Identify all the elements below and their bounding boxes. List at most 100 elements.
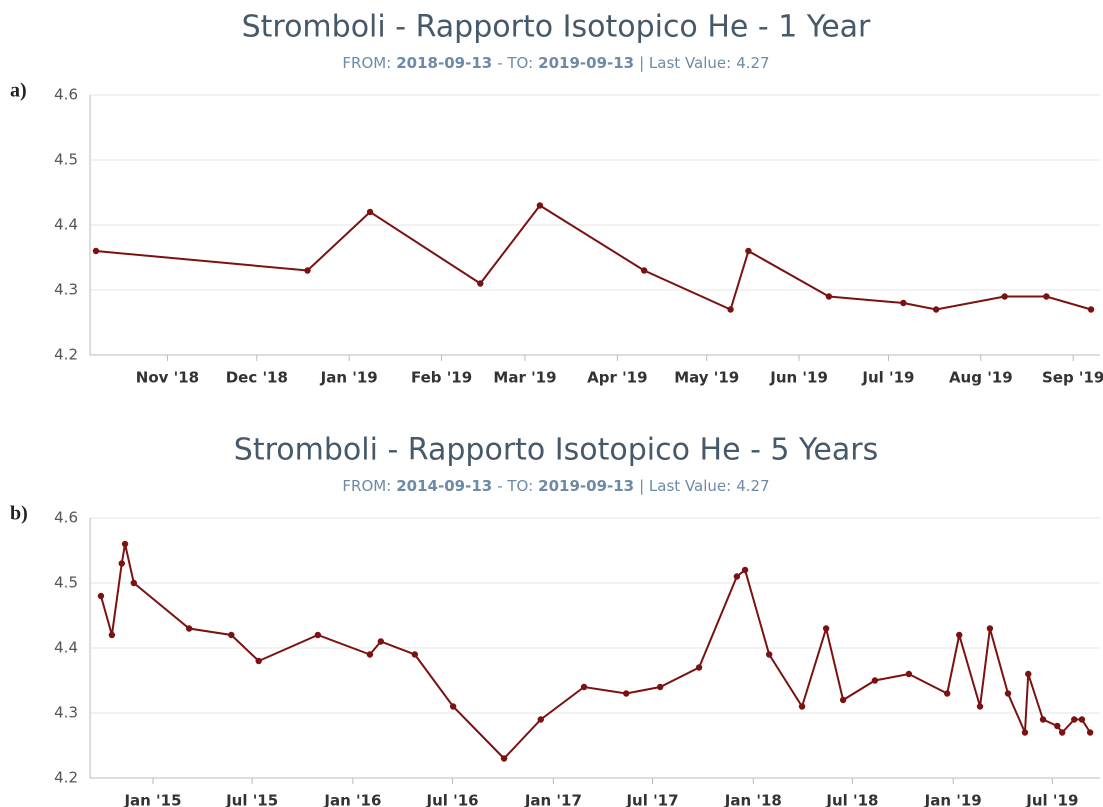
data-point [121,540,129,548]
subtitle-last-value: 4.27 [736,477,769,495]
x-tick-label: Apr '19 [587,369,647,387]
y-tick-label: 4.5 [54,151,78,169]
data-point [1087,306,1095,313]
x-tick-label: Jan '15 [123,792,181,807]
data-point [822,625,830,632]
x-tick-label: Jan '18 [724,792,782,807]
subtitle-last-label: | Last Value: [639,54,731,72]
x-tick-label: Jun '19 [769,369,828,387]
y-tick-label: 4.6 [54,86,78,104]
y-tick-label: 4.4 [54,216,78,234]
panel-label: a) [10,80,27,102]
data-point [304,267,311,274]
data-point [640,267,648,274]
x-tick-label: Jul '17 [625,792,678,807]
chart-subtitle: FROM: 2018-09-13 - TO: 2019-09-13 | Last Val… [342,54,769,72]
data-point [1025,670,1032,678]
data-point [1059,729,1066,736]
data-point [1001,293,1008,300]
subtitle-from: 2014-09-13 [396,477,492,495]
data-line [99,543,1091,760]
x-tick-label: Sep '19 [1042,369,1103,387]
data-point [905,670,913,678]
data-point [976,703,984,710]
data-point [228,631,235,639]
x-tick-label: Nov '18 [136,369,199,387]
x-tick-label: Aug '19 [949,369,1013,387]
data-point [733,573,741,580]
x-tick-label: Jul '16 [426,792,479,807]
data-point [108,631,116,639]
data-point [185,625,193,632]
data-point [798,703,806,710]
chart-title: Stromboli - Rapporto Isotopico He - 1 Ye… [242,10,871,45]
data-point [986,625,994,632]
data-point [366,651,374,658]
x-tick-label: Feb '19 [411,369,472,387]
data-point [695,664,703,671]
x-tick-label: Jul '19 [1025,792,1078,807]
subtitle-last-label: | Last Value: [639,477,731,495]
subtitle-from-label: FROM: [342,477,391,495]
data-point [1054,722,1061,730]
subtitle-from: 2018-09-13 [396,54,492,72]
data-point [377,638,385,645]
chart-title: Stromboli - Rapporto Isotopico He - 5 Ye… [234,433,878,468]
data-point [727,306,734,313]
data-point [839,696,847,704]
data-point [500,755,508,762]
x-tick-label: Jan '19 [320,369,378,387]
y-tick-label: 4.5 [54,574,78,592]
data-line [95,204,1092,311]
data-point [900,299,907,307]
data-point [411,651,418,658]
data-point [449,703,457,710]
data-point [255,657,262,665]
x-tick-label: Jul '18 [825,792,878,807]
data-point [537,716,544,723]
data-point [1078,716,1086,723]
panel-label: b) [10,503,28,525]
x-tick-label: Jul '15 [225,792,278,807]
x-tick-label: Jan '19 [924,792,982,807]
data-point [623,690,630,697]
data-point [1086,729,1094,736]
data-point [92,247,100,255]
data-point [97,592,105,600]
data-point [366,208,374,216]
data-point [580,683,588,691]
x-tick-label: Mar '19 [493,369,556,387]
x-tick-label: Jan '16 [323,792,381,807]
data-point [1039,716,1047,723]
data-point [536,202,544,209]
data-point [477,280,484,287]
y-tick-label: 4.2 [54,346,78,364]
subtitle-from-label: FROM: [342,54,391,72]
x-tick-label: May '19 [674,369,739,387]
data-point [1071,716,1078,723]
y-tick-label: 4.6 [54,509,78,527]
subtitle-to-label: - TO: [497,477,533,495]
data-point [1004,690,1012,697]
data-point [956,631,963,639]
subtitle-to-label: - TO: [497,54,533,72]
subtitle-last-value: 4.27 [736,54,769,72]
subtitle-to: 2019-09-13 [538,54,634,72]
x-tick-label: Dec '18 [226,369,288,387]
data-point [932,306,940,313]
data-point [1021,729,1029,736]
chart-subtitle: FROM: 2014-09-13 - TO: 2019-09-13 | Last Val… [342,477,769,495]
y-tick-label: 4.4 [54,639,78,657]
data-point [741,566,749,574]
data-point [765,651,773,658]
subtitle-to: 2019-09-13 [538,477,634,495]
y-tick-label: 4.3 [54,281,78,299]
data-point [118,560,125,567]
data-point [871,677,879,684]
y-tick-label: 4.3 [54,704,78,722]
x-tick-label: Jul '19 [861,369,914,387]
y-tick-label: 4.2 [54,769,78,787]
data-point [656,683,664,691]
data-point [825,293,833,300]
